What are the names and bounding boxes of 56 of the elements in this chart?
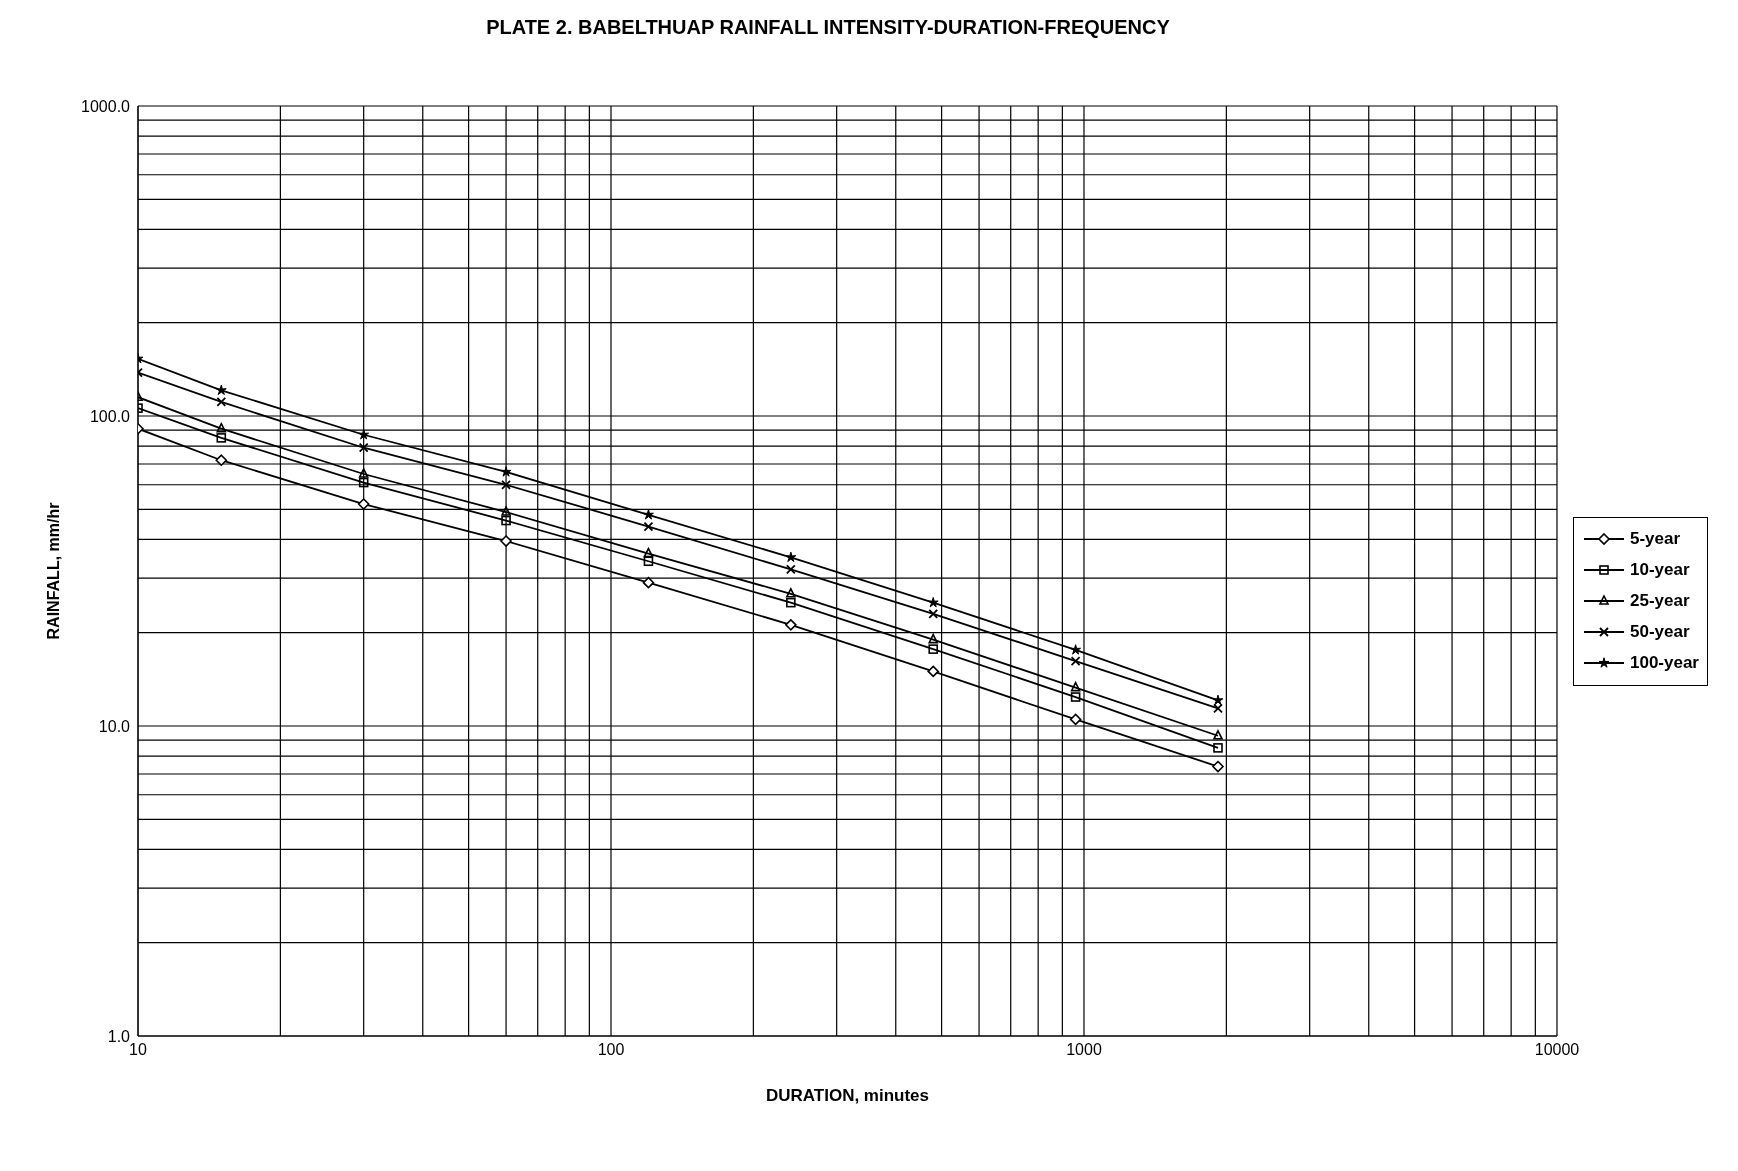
point xyxy=(358,429,370,440)
point xyxy=(1070,644,1082,655)
point xyxy=(501,515,511,526)
point xyxy=(643,509,654,520)
x-tick-label: 100 xyxy=(597,1041,625,1059)
point xyxy=(785,619,797,631)
point xyxy=(501,506,511,516)
point xyxy=(358,468,369,478)
point xyxy=(928,644,939,654)
point xyxy=(928,608,939,619)
point xyxy=(928,633,939,644)
point xyxy=(1070,692,1081,702)
point xyxy=(1070,656,1081,666)
legend-label: 25-year xyxy=(1629,591,1690,611)
point xyxy=(785,564,796,575)
point xyxy=(643,547,654,558)
point xyxy=(1212,694,1224,706)
point xyxy=(927,596,939,608)
point xyxy=(1069,713,1082,726)
point xyxy=(216,422,227,433)
point xyxy=(786,587,796,598)
point xyxy=(500,466,512,477)
chart-title: PLATE 2. BABELTHUAP RAINFALL INTENSITY-DURATION-FREQUENCY xyxy=(485,15,1171,40)
point xyxy=(215,454,228,467)
y-tick-label: 10.0 xyxy=(98,717,131,735)
point xyxy=(216,397,227,407)
y-axis-title: RAINFALL, mm/hr xyxy=(44,502,62,640)
point xyxy=(358,442,369,453)
y-tick-label: 100.0 xyxy=(89,407,131,425)
x-tick-label: 10 xyxy=(129,1041,147,1059)
x-axis-title: DURATION, minutes xyxy=(765,1086,930,1105)
x-tick-label: 1000 xyxy=(1066,1041,1102,1059)
point xyxy=(927,665,940,678)
legend-label: 100-year xyxy=(1629,653,1699,673)
point xyxy=(1212,760,1224,773)
point xyxy=(642,576,655,589)
point xyxy=(785,551,797,563)
point xyxy=(1213,703,1223,714)
point xyxy=(1213,729,1223,740)
legend-label: 5-year xyxy=(1629,529,1681,549)
point xyxy=(1070,681,1081,692)
point xyxy=(500,535,512,547)
y-tick-label: 1000.0 xyxy=(81,97,131,115)
point xyxy=(643,556,654,567)
point xyxy=(357,498,370,510)
point xyxy=(501,479,511,490)
point xyxy=(216,433,227,443)
legend-label: 50-year xyxy=(1629,622,1690,642)
point xyxy=(1213,743,1223,753)
point xyxy=(215,384,227,396)
y-tick-label: 1.0 xyxy=(107,1027,131,1045)
x-tick-label: 10000 xyxy=(1534,1041,1580,1059)
point xyxy=(643,521,654,532)
point xyxy=(358,477,369,488)
point xyxy=(786,597,796,608)
legend-label: 10-year xyxy=(1629,560,1690,580)
